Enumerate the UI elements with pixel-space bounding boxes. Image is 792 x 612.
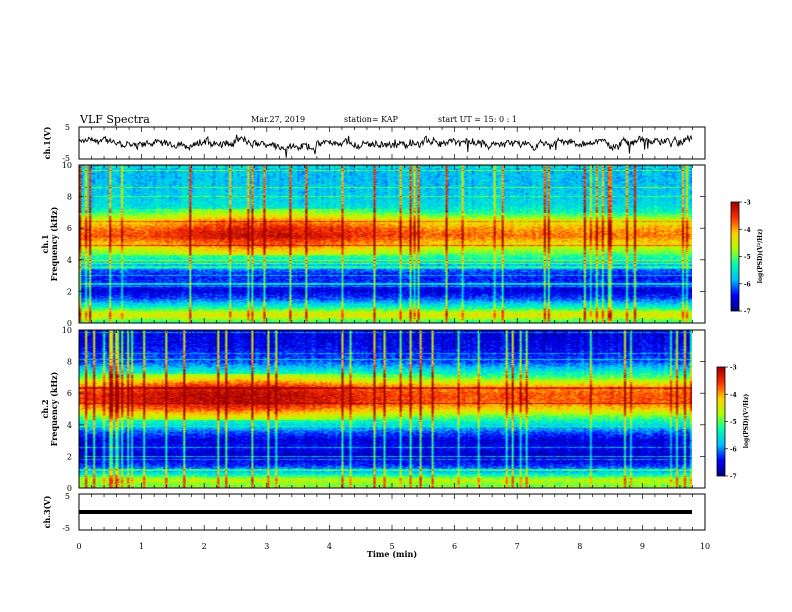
figure-title: VLF Spectra <box>79 113 150 126</box>
ch1-spectrogram-panel: 0 2 4 6 8 10 ch.1 Frequency (kHz) <box>40 161 706 328</box>
ch3-waveform-panel: 5 -5 ch.3(V) <box>42 492 706 533</box>
ch1-waveform-line <box>78 134 693 158</box>
ch2-spectrogram-image <box>79 330 692 488</box>
ch2-spectrogram-panel: 0 2 4 6 8 10 ch.2 Frequency (kHz) <box>40 326 706 493</box>
ch1-waveform-panel: 5 -5 ch.1(V) <box>42 123 706 163</box>
ch1-colorbar-tick-label: -3 <box>744 200 751 207</box>
ch2-colorbar-tick-label: -3 <box>730 365 737 372</box>
freq-tick-label: 0 <box>67 319 72 328</box>
ch2-colorbar-tick-label: -4 <box>730 392 737 399</box>
x-tick-label: 0 <box>76 542 81 551</box>
freq-tick-label: 8 <box>67 358 72 367</box>
freq-tick-label: 0 <box>67 484 72 493</box>
x-tick-label: 8 <box>577 542 582 551</box>
ch2-colorbar-tick-label: -5 <box>730 419 737 426</box>
x-tick-label: 3 <box>264 542 269 551</box>
ch2-colorbar-label: log(PSD)(V²/Hz) <box>743 394 750 449</box>
freq-tick-label: 10 <box>62 326 72 335</box>
ch2-colorbar-tick-label: -6 <box>730 446 737 453</box>
ch2-spectrogram-ylabel-line2: Frequency (kHz) <box>49 371 59 446</box>
x-tick-label: 9 <box>640 542 645 551</box>
freq-tick-label: 6 <box>67 224 72 233</box>
x-tick-label: 4 <box>327 542 332 551</box>
freq-tick-label: 2 <box>67 287 72 296</box>
ch1-spectrogram-ylabel-line1: ch.1 <box>40 234 50 253</box>
time-axis: 0 1 2 3 4 5 6 7 8 9 10 <box>76 542 710 551</box>
ch2-colorbar-tick-label: -7 <box>730 474 737 481</box>
ch3-ytick-bottom: -5 <box>62 524 70 533</box>
ch1-ytick-top: 5 <box>65 123 70 132</box>
ch1-waveform-ylabel: ch.1(V) <box>42 126 52 159</box>
x-tick-label: 7 <box>515 542 520 551</box>
date-label: Mar.27, 2019 <box>251 115 305 124</box>
freq-tick-label: 2 <box>67 452 72 461</box>
ch1-colorbar-tick-label: -4 <box>744 227 751 234</box>
ch1-colorbar-gradient <box>731 202 739 311</box>
start-time-label: start UT = 15: 0 : 1 <box>438 115 517 124</box>
x-tick-label: 10 <box>700 542 710 551</box>
ch1-colorbar-tick-label: -6 <box>744 281 751 288</box>
ch3-ytick-top: 5 <box>65 492 70 501</box>
freq-tick-label: 4 <box>67 256 72 265</box>
ch1-colorbar-tick-label: -5 <box>744 254 751 261</box>
freq-tick-label: 4 <box>67 421 72 430</box>
ch1-ytick-bottom: -5 <box>62 154 70 163</box>
freq-tick-label: 6 <box>67 389 72 398</box>
x-tick-label: 5 <box>389 542 394 551</box>
ch1-colorbar-tick-label: -7 <box>744 309 751 316</box>
ch2-colorbar: -3 -4 -5 -6 -7 log(PSD)(V²/Hz) <box>716 365 750 481</box>
x-tick-label: 6 <box>452 542 457 551</box>
x-tick-label: 2 <box>202 542 207 551</box>
freq-tick-label: 8 <box>67 193 72 202</box>
ch1-spectrogram-image <box>79 165 692 323</box>
ch1-spectrogram-ylabel-line2: Frequency (kHz) <box>49 206 59 281</box>
freq-tick-label: 10 <box>62 161 72 170</box>
ch1-colorbar-label: log(PSD)(V²/Hz) <box>757 229 764 284</box>
ch3-waveform-ylabel: ch.3(V) <box>42 495 52 528</box>
ch1-colorbar: -3 -4 -5 -6 -7 log(PSD)(V²/Hz) <box>730 200 764 316</box>
ch2-spectrogram-ylabel-line1: ch.2 <box>40 399 50 418</box>
ch2-colorbar-gradient <box>717 367 725 476</box>
x-axis-label: Time (min) <box>367 549 417 559</box>
x-tick-label: 1 <box>139 542 144 551</box>
station-label: station= KAP <box>344 115 399 124</box>
